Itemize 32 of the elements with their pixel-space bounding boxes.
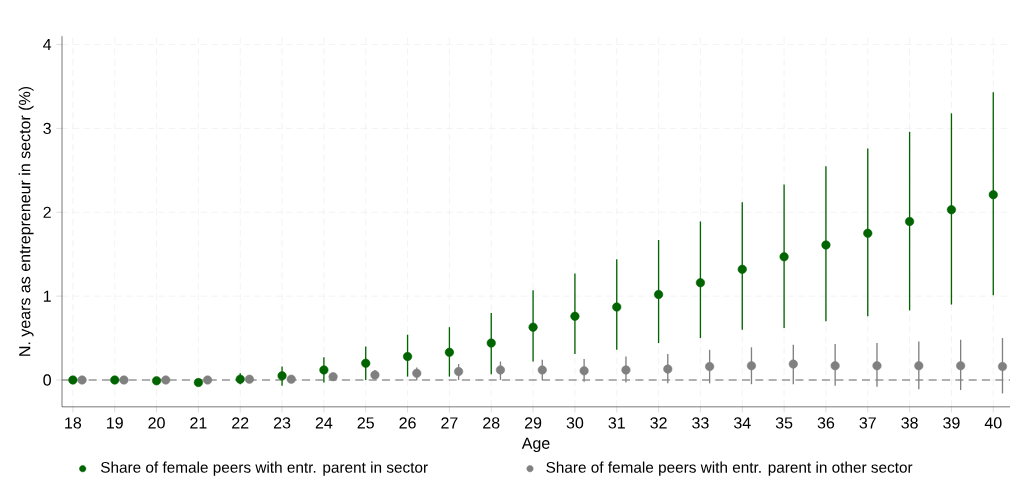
x-tick-label: 31: [608, 417, 625, 429]
legend-label: Share of female peers with entr. parent in sector: [100, 461, 428, 476]
x-tick-label: 26: [399, 417, 416, 429]
x-tick-label: 28: [483, 417, 500, 429]
x-tick-label: 35: [775, 417, 793, 429]
legend-label: Share of female peers with entr. parent in other sector: [546, 461, 913, 476]
y-tick-label: 0: [43, 374, 51, 386]
x-tick-label: 25: [357, 417, 374, 429]
x-axis-title: Age: [521, 437, 550, 453]
x-tick-label: 27: [441, 417, 458, 429]
x-tick-label: 39: [943, 417, 960, 429]
x-tick-label: 36: [817, 417, 835, 429]
y-tick-label: 4: [43, 39, 52, 51]
x-tick-label: 33: [692, 417, 709, 429]
x-tick-label: 21: [190, 417, 207, 429]
y-axis-title: N. years as entrepreneur in sector (%): [18, 86, 34, 356]
x-tick-label: 30: [566, 417, 584, 429]
x-tick-label: 29: [524, 417, 542, 429]
y-tick-label: 1: [43, 290, 51, 302]
y-tick-label: 3: [43, 122, 51, 135]
x-tick-label: 20: [148, 417, 165, 429]
x-tick-label: 19: [107, 417, 123, 429]
x-tick-label: 23: [273, 417, 291, 429]
y-tick-label: 2: [43, 206, 51, 218]
x-tick-label: 24: [315, 417, 333, 429]
x-tick-label: 40: [984, 417, 1002, 429]
x-tick-label: 37: [859, 417, 876, 429]
x-tick-label: 32: [650, 417, 667, 429]
x-tick-label: 38: [901, 417, 918, 429]
x-tick-label: 22: [232, 417, 249, 429]
x-tick-label: 34: [733, 417, 751, 429]
x-tick-label: 18: [65, 417, 82, 429]
